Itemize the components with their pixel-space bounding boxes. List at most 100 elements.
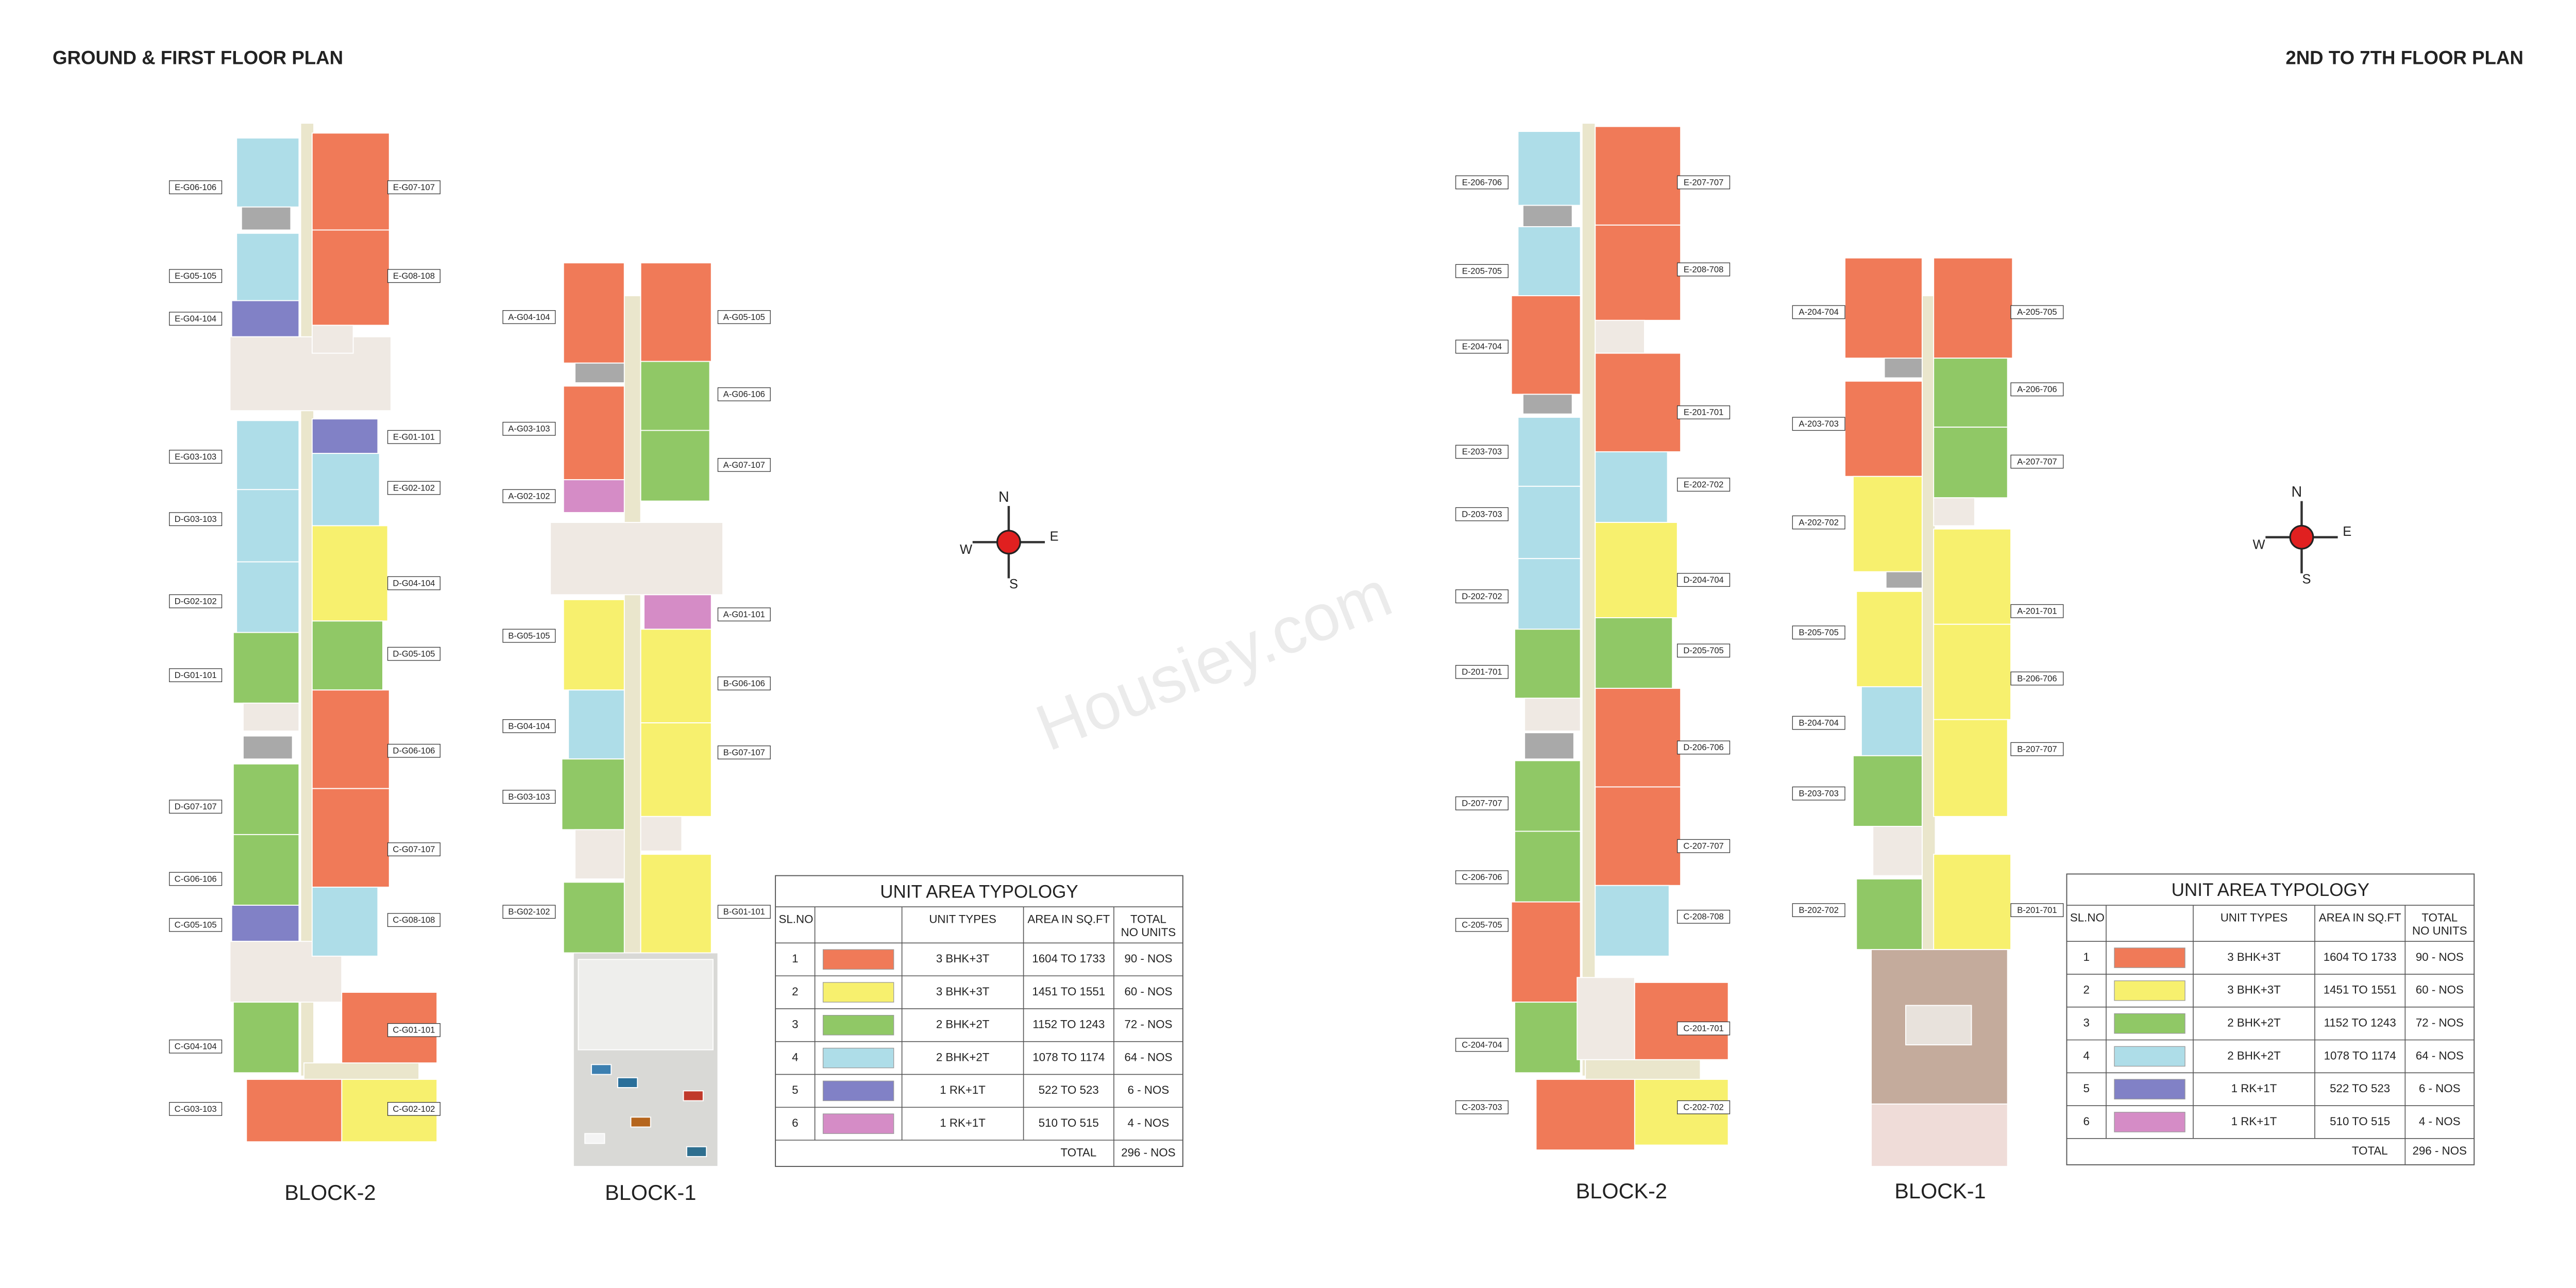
unit-shape <box>236 489 300 563</box>
unit-label-box <box>1792 417 1845 431</box>
unit-label-box <box>1677 405 1731 419</box>
unit-shape <box>229 336 392 412</box>
unit-shape <box>231 905 300 942</box>
table-cell: 1 RK+1T <box>940 1083 986 1096</box>
unit-label-box <box>169 1039 223 1054</box>
table-header: AREA IN SQ.FT <box>1027 913 1110 926</box>
unit-label-box <box>1455 870 1509 885</box>
unit-label-box <box>1455 507 1509 521</box>
unit-label: C-G06-106 <box>175 874 217 884</box>
table-cell: 1 <box>2083 951 2090 963</box>
unit-label: B-204-704 <box>1799 718 1838 727</box>
unit-label: A-G07-107 <box>723 460 765 470</box>
unit-label: C-208-708 <box>1683 912 1723 922</box>
unit-label-box <box>502 310 556 324</box>
unit-label: E-G05-105 <box>175 271 216 281</box>
unit-shape <box>1517 131 1581 206</box>
unit-shape <box>311 453 380 527</box>
unit-shape <box>1933 497 1975 527</box>
unit-label: A-G02-102 <box>508 491 550 501</box>
unit-label-box <box>387 269 440 283</box>
table-cell: 60 - NOS <box>1124 985 1172 998</box>
unit-label: D-G04-104 <box>393 578 435 588</box>
unit-label-box <box>1677 1021 1731 1036</box>
unit-shape <box>242 702 300 732</box>
unit-label-box <box>387 842 440 856</box>
unit-label-box <box>717 607 771 621</box>
table-cell: 1078 TO 1174 <box>2324 1049 2396 1062</box>
unit-label: E-G07-107 <box>393 182 435 192</box>
unit-label-box <box>1677 175 1731 190</box>
unit-shape <box>584 1133 605 1144</box>
unit-shape <box>1524 698 1581 732</box>
unit-label-box <box>1792 515 1845 530</box>
unit-label: A-201-701 <box>2017 606 2057 616</box>
compass-e: E <box>1050 529 1059 544</box>
table-total-value: 296 - NOS <box>2413 1144 2467 1157</box>
unit-label-box <box>1677 839 1731 853</box>
unit-shape <box>311 325 354 354</box>
unit-label: D-203-703 <box>1462 509 1502 519</box>
unit-label-box <box>2010 382 2064 397</box>
unit-label: C-206-706 <box>1462 872 1502 882</box>
unit-label: C-G08-108 <box>393 915 435 925</box>
unit-shape <box>1595 319 1645 354</box>
table-cell: 4 - NOS <box>1128 1116 1170 1129</box>
unit-label-box <box>2010 903 2064 917</box>
unit-label-box <box>1455 445 1509 459</box>
unit-label: B-205-705 <box>1799 628 1838 637</box>
unit-label: C-G05-105 <box>175 920 217 930</box>
table-cell: 72 - NOS <box>2416 1016 2464 1029</box>
table-cell: 522 TO 523 <box>2330 1082 2390 1095</box>
unit-shape <box>1595 617 1673 689</box>
compass-s: S <box>1009 577 1018 591</box>
unit-color-swatch <box>2114 980 2185 1001</box>
unit-shape <box>242 735 293 760</box>
table-cell: 60 - NOS <box>2416 984 2464 996</box>
unit-shape <box>686 1146 707 1157</box>
compass-w: W <box>960 543 972 557</box>
unit-label: A-202-702 <box>1799 517 1838 527</box>
unit-label: B-G03-103 <box>508 792 550 802</box>
unit-label: D-G07-107 <box>175 802 217 811</box>
unit-label: E-202-702 <box>1684 480 1723 489</box>
unit-shape <box>232 632 300 704</box>
unit-label-box <box>1792 786 1845 801</box>
unit-label: D-202-702 <box>1462 591 1502 601</box>
unit-shape <box>1844 380 1923 477</box>
unit-shape <box>1514 760 1581 832</box>
unit-label-box <box>1792 716 1845 730</box>
unit-label: E-G04-104 <box>175 314 216 324</box>
unit-shape <box>1595 885 1670 957</box>
unit-shape <box>1933 719 2008 817</box>
unit-label: B-G04-104 <box>508 721 550 731</box>
unit-label-box <box>1677 573 1731 587</box>
unit-label-box <box>717 676 771 690</box>
unit-shape <box>640 262 712 362</box>
unit-shape <box>1524 732 1574 760</box>
block-name: BLOCK-2 <box>1576 1179 1667 1203</box>
table-cell: 3 <box>792 1018 798 1031</box>
unit-label: D-207-707 <box>1462 799 1502 808</box>
unit-label-box <box>1792 625 1845 640</box>
unit-label-box <box>387 430 440 444</box>
unit-label: E-G03-103 <box>175 452 216 462</box>
unit-label: C-G01-101 <box>393 1025 435 1035</box>
unit-shape <box>311 132 390 231</box>
unit-label-box <box>169 594 223 608</box>
unit-label: A-207-707 <box>2017 456 2057 466</box>
unit-label: A-G03-103 <box>508 424 550 434</box>
unit-shape <box>561 758 625 831</box>
unit-label: A-204-704 <box>1799 307 1838 317</box>
unit-label-box <box>1455 918 1509 932</box>
unit-label: C-201-701 <box>1683 1024 1723 1033</box>
unit-label-box <box>1677 909 1731 924</box>
unit-shape <box>640 361 710 431</box>
unit-label-box <box>387 743 440 758</box>
unit-shape <box>1577 977 1635 1060</box>
unit-shape <box>1517 226 1581 296</box>
unit-label: E-G06-106 <box>175 182 216 192</box>
unit-label-box <box>502 489 556 503</box>
unit-color-swatch <box>2114 1046 2185 1067</box>
unit-label-box <box>387 1023 440 1037</box>
